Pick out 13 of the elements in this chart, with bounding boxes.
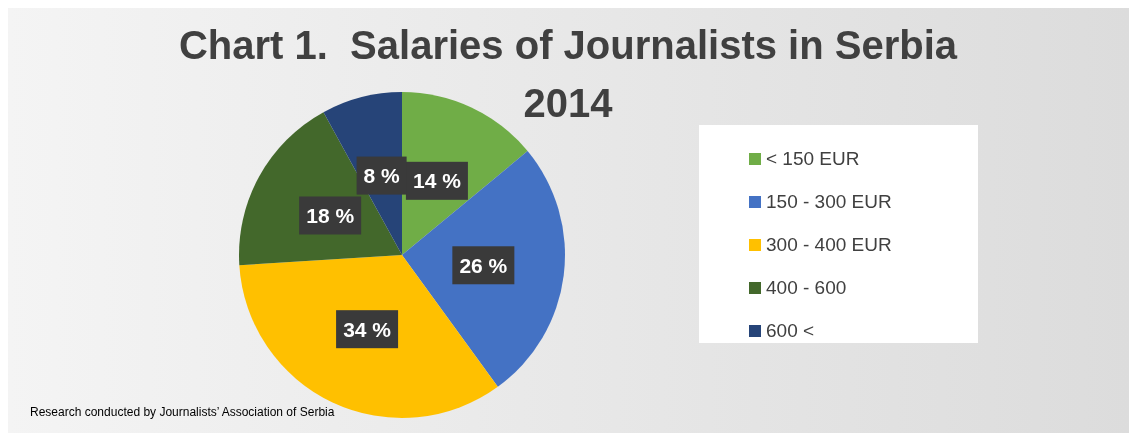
legend-label: 300 - 400 EUR xyxy=(766,233,892,256)
legend-label: < 150 EUR xyxy=(766,147,860,170)
data-label: 26 % xyxy=(459,253,508,277)
chart-title: Chart 1. Salaries of Journalists in Serbia 2014 xyxy=(177,22,959,127)
text: Research conducted by Journalists’ Association of Serbia xyxy=(30,405,335,419)
legend-label: 150 - 300 EUR xyxy=(766,190,892,213)
data-label: 18 % xyxy=(306,204,355,227)
data-label: 14 % xyxy=(412,169,462,193)
data-label: 34 % xyxy=(343,317,392,341)
legend-label: 600 < xyxy=(766,319,815,342)
data-label: 8 % xyxy=(363,164,401,188)
legend-label: 400 - 600 xyxy=(766,276,847,299)
pie-slice xyxy=(402,151,565,387)
